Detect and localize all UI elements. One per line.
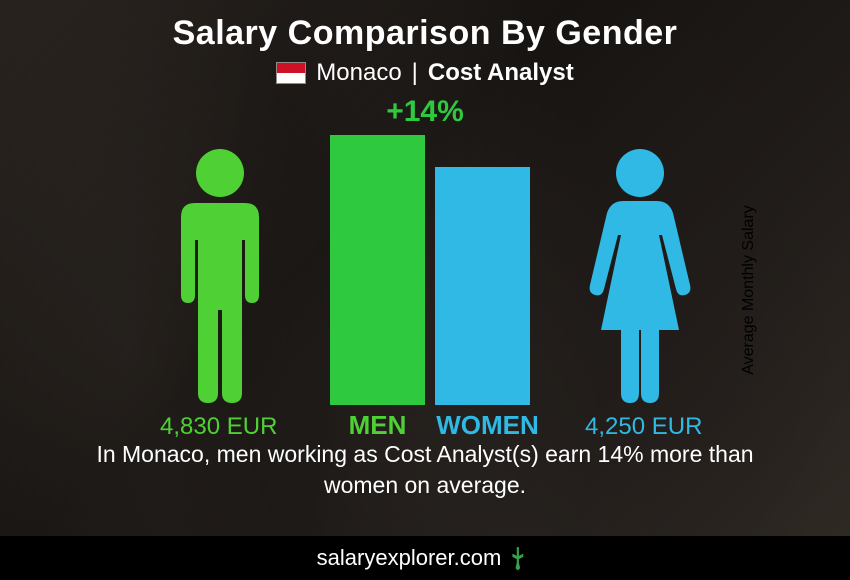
caption-text: In Monaco, men working as Cost Analyst(s… — [0, 439, 850, 501]
subtitle-row: Monaco | Cost Analyst — [0, 59, 850, 87]
percentage-badge: +14% — [386, 95, 464, 129]
men-label: MEN — [330, 410, 425, 441]
women-bar — [435, 167, 530, 405]
role-label: Cost Analyst — [428, 59, 574, 87]
female-figure-icon — [575, 145, 705, 405]
flag-top-stripe — [277, 63, 305, 73]
women-label: WOMEN — [425, 410, 550, 441]
monaco-flag-icon — [276, 62, 306, 84]
flag-bottom-stripe — [277, 73, 305, 83]
male-svg — [155, 145, 285, 405]
main-title: Salary Comparison By Gender — [0, 0, 850, 53]
male-figure-icon — [155, 145, 285, 405]
infographic-content: Salary Comparison By Gender Monaco | Cos… — [0, 0, 850, 580]
country-label: Monaco — [316, 59, 401, 87]
footer-bar: salaryexplorer.com — [0, 536, 850, 580]
chart-area: +14% MEN WOMEN — [45, 95, 805, 445]
hand-down-icon — [507, 545, 533, 571]
women-salary: 4,250 EUR — [585, 413, 702, 441]
separator: | — [412, 59, 418, 87]
y-axis-label: Average Monthly Salary — [740, 205, 758, 375]
female-svg — [575, 145, 705, 405]
men-salary: 4,830 EUR — [160, 413, 277, 441]
men-bar — [330, 135, 425, 405]
footer-text: salaryexplorer.com — [317, 545, 502, 571]
